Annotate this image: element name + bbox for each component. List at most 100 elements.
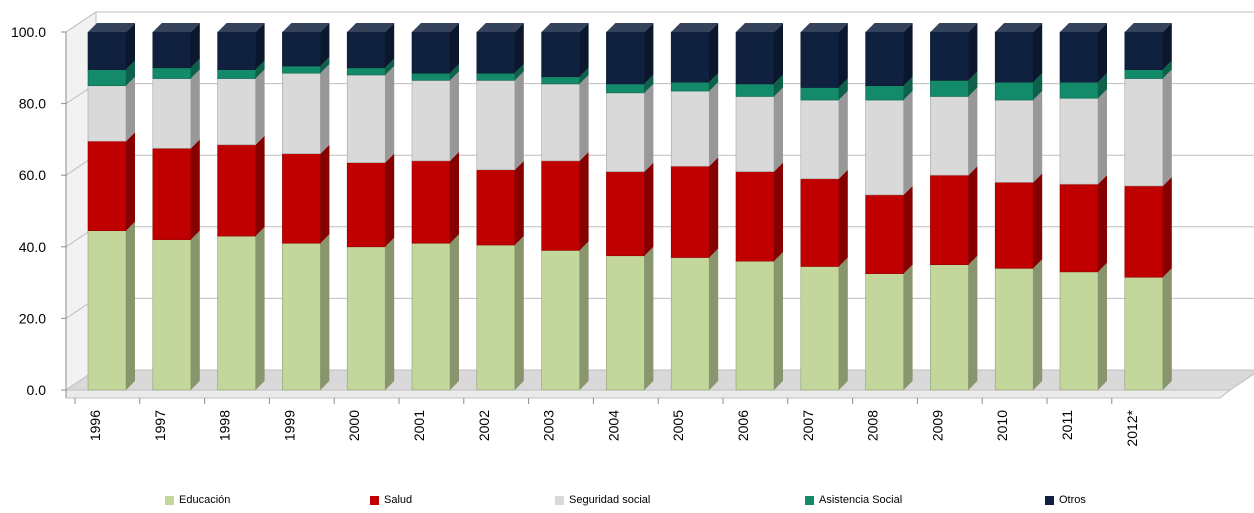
bar-side [1033,259,1043,390]
bar-segment [670,81,710,92]
bar-side [450,64,459,81]
bar-side [968,87,978,176]
legend: Educación Salud Seguridad social Asistencia… [165,494,1086,506]
bar-segment [800,178,840,267]
bar-side [579,74,589,161]
bar-segment [670,165,710,258]
bar-stack-1999 [282,23,330,391]
bar-segment [1059,97,1099,185]
bar-segment [152,31,192,69]
bar-segment [1059,81,1099,99]
x-tick-label: 2005 [670,410,686,441]
bar-segment [800,31,840,88]
bar-segment [994,99,1034,183]
bar-top [800,23,848,32]
bar-side [903,91,913,195]
legend-label: Otros [1059,494,1086,506]
bar-segment [411,160,451,244]
bar-segment [411,242,451,391]
x-tick-label: 1999 [281,410,297,441]
y-tick-label: 20.0 [19,310,46,326]
bar-segment [411,80,451,162]
bar-side [450,234,459,390]
bar-side [968,23,978,81]
legend-item: Otros [1045,494,1086,506]
bar-segment [346,31,386,69]
bar-side [190,230,200,390]
bar-segment [541,160,580,251]
bar-segment [541,83,580,162]
bar-segment [606,255,645,391]
bar-segment [152,148,192,240]
bar-segment [411,72,451,81]
y-tick-label: 40.0 [19,239,46,255]
bar-stack-2011 [1059,23,1107,391]
bar-segment [217,69,256,79]
bars [87,23,1172,391]
bar-segment [735,83,775,97]
legend-label: Asistencia Social [819,494,902,506]
bar-segment [282,31,321,67]
bar-side [190,23,200,68]
x-tick-label: 2006 [735,410,751,441]
bar-side [1033,91,1043,183]
bar-side [968,71,978,97]
y-tick-label: 100.0 [11,24,46,40]
legend-item: Asistencia Social [805,494,902,506]
bar-side [190,58,200,79]
bar-side [320,144,330,244]
bar-segment [282,242,321,391]
bar-segment [865,194,904,274]
bar-segment [476,169,516,246]
bar-segment [346,67,386,76]
legend-swatch [555,496,564,505]
bar-side [774,74,783,97]
bar-top [995,23,1043,32]
bar-side [903,76,913,101]
bar-top [541,23,589,32]
bar-segment [87,140,127,231]
bar-stack-2002 [476,23,524,391]
bar-side [255,135,265,237]
bar-side [838,169,848,267]
bar-side [774,87,783,172]
legend-item: Seguridad social [555,494,650,506]
legend-item: Educación [165,494,230,506]
bar-side [320,57,330,74]
bar-segment [865,99,904,196]
bar-side [579,67,589,84]
bar-side [514,71,524,170]
bar-top [1124,23,1172,32]
bar-segment [282,65,321,74]
bar-side [774,23,783,84]
bar-side [1162,60,1172,79]
legend-swatch [165,496,174,505]
bar-segment [670,31,710,83]
bar-segment [476,72,516,81]
bar-side [190,69,200,149]
bar-segment [541,76,580,85]
bar-top [476,23,524,32]
bar-side [255,227,265,390]
bar-segment [994,31,1034,83]
bar-top [217,23,265,32]
bar-side [903,264,913,390]
bar-side [903,23,913,86]
bar-segment [87,85,127,142]
bar-segment [606,83,645,94]
bar-side [709,73,719,92]
bar-segment [930,96,969,176]
bar-stack-2006 [735,23,783,391]
legend-label: Educación [179,494,230,506]
bar-segment [606,92,645,172]
bar-side [514,23,524,74]
x-tick-label: 2008 [865,410,881,441]
bar-segment [800,87,840,101]
bar-side [126,60,135,86]
y-tick-label: 0.0 [27,382,47,398]
x-tick-label: 2009 [929,410,945,441]
bar-side [644,74,654,93]
bar-segment [217,144,256,237]
y-tick-label: 80.0 [19,96,46,112]
x-tick-label: 2004 [605,410,621,441]
